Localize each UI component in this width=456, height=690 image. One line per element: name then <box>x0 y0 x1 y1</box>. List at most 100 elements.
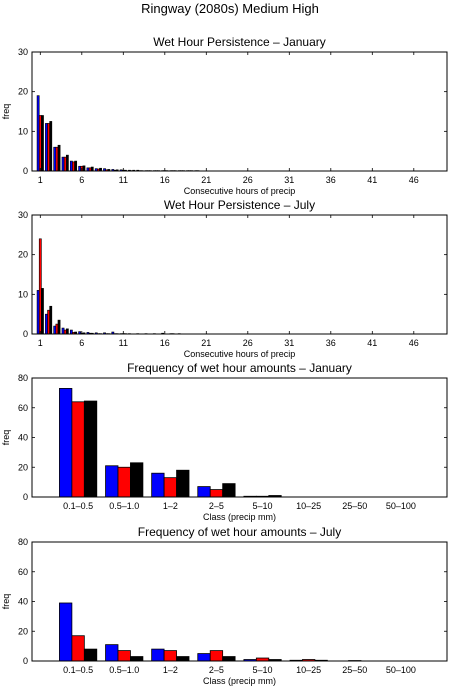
bar <box>74 160 78 172</box>
bar <box>61 327 65 335</box>
y-tick-label: 20 <box>18 250 28 260</box>
figure-title: Ringway (2080s) Medium High <box>141 1 319 16</box>
y-axis-label: freq <box>1 430 11 446</box>
bar <box>47 123 50 172</box>
bar <box>176 656 190 662</box>
bar <box>45 123 48 172</box>
x-axis-label: Class (precip mm) <box>203 512 276 522</box>
y-tick-label: 60 <box>18 403 28 413</box>
x-tick-label: 2–5 <box>209 665 224 675</box>
x-tick-label: 41 <box>367 338 377 348</box>
axes-frame <box>31 51 448 172</box>
bar <box>36 290 40 335</box>
bar <box>53 325 57 335</box>
chart-title: Wet Hour Persistence – January <box>153 35 326 49</box>
bars <box>59 388 282 498</box>
x-axis-label: Consecutive hours of precip <box>184 349 296 359</box>
x-tick-label: 16 <box>160 338 170 348</box>
bar <box>65 328 69 335</box>
bar <box>209 650 224 662</box>
bar <box>69 160 73 172</box>
x-tick-label: 6 <box>79 338 84 348</box>
x-tick-label: 26 <box>243 338 253 348</box>
bar <box>163 477 177 498</box>
x-tick-label: 1–2 <box>163 501 178 511</box>
y-tick-label: 0 <box>23 656 28 666</box>
y-tick-label: 80 <box>18 537 28 547</box>
x-tick-label: 26 <box>243 175 253 185</box>
x-tick-label: 0.1–0.5 <box>63 501 93 511</box>
bar <box>63 156 67 172</box>
bar <box>82 165 86 172</box>
bar <box>53 146 57 172</box>
x-tick-label: 1–2 <box>163 665 178 675</box>
bar <box>63 329 67 335</box>
bar <box>83 400 98 498</box>
bar <box>45 313 48 335</box>
bar <box>49 121 53 172</box>
y-axis-label: freq <box>1 104 11 120</box>
y-tick-label: 20 <box>18 626 28 636</box>
x-tick-label: 6 <box>79 175 84 185</box>
x-tick-label: 21 <box>201 175 211 185</box>
bar <box>41 288 44 335</box>
x-axis-label: Consecutive hours of precip <box>184 186 296 196</box>
bar <box>38 115 42 172</box>
bar <box>197 486 211 498</box>
x-tick-label: 1 <box>38 175 43 185</box>
bar <box>41 115 44 172</box>
y-tick-label: 20 <box>18 87 28 97</box>
bar <box>71 635 85 662</box>
bar <box>222 656 236 662</box>
y-axis-label: freq <box>1 594 11 610</box>
x-tick-label: 50–100 <box>386 501 416 511</box>
bar <box>151 648 165 662</box>
x-tick-label: 31 <box>284 338 294 348</box>
x-tick-label: 31 <box>284 175 294 185</box>
bar <box>209 489 224 498</box>
bar <box>36 95 40 172</box>
bar <box>117 466 131 498</box>
bars <box>59 602 362 662</box>
y-tick-label: 0 <box>23 166 28 176</box>
x-tick-label: 0.5–1.0 <box>109 665 139 675</box>
y-tick-label: 10 <box>18 126 28 136</box>
x-tick-label: 21 <box>201 338 211 348</box>
bar <box>57 319 61 335</box>
chart-title: Frequency of wet hour amounts – January <box>127 361 352 375</box>
axes-frame <box>31 214 448 335</box>
bar <box>197 653 211 662</box>
bar <box>69 329 73 335</box>
x-tick-label: 41 <box>367 175 377 185</box>
bar <box>47 309 50 335</box>
bar <box>105 644 119 662</box>
x-tick-label: 25–50 <box>342 665 367 675</box>
bar <box>163 650 177 662</box>
bar <box>105 465 119 498</box>
bar <box>65 154 69 172</box>
x-tick-label: 10–25 <box>296 501 321 511</box>
x-tick-label: 36 <box>326 175 336 185</box>
y-tick-label: 40 <box>18 433 28 443</box>
y-tick-label: 40 <box>18 597 28 607</box>
bar <box>55 323 59 335</box>
y-tick-label: 20 <box>18 462 28 472</box>
bar <box>130 656 144 662</box>
y-tick-label: 30 <box>18 210 28 220</box>
bar <box>38 238 42 335</box>
bar <box>117 650 131 662</box>
x-tick-label: 11 <box>119 338 128 348</box>
x-tick-label: 0.1–0.5 <box>63 665 93 675</box>
y-tick-label: 60 <box>18 567 28 577</box>
bar <box>78 165 82 172</box>
bar <box>59 602 73 662</box>
x-tick-label: 0.5–1.0 <box>109 501 139 511</box>
x-tick-label: 5–10 <box>253 665 273 675</box>
axes-frame <box>31 377 448 498</box>
bar <box>130 462 144 498</box>
x-tick-label: 25–50 <box>342 501 367 511</box>
x-tick-label: 2–5 <box>209 501 224 511</box>
bar <box>49 305 53 335</box>
